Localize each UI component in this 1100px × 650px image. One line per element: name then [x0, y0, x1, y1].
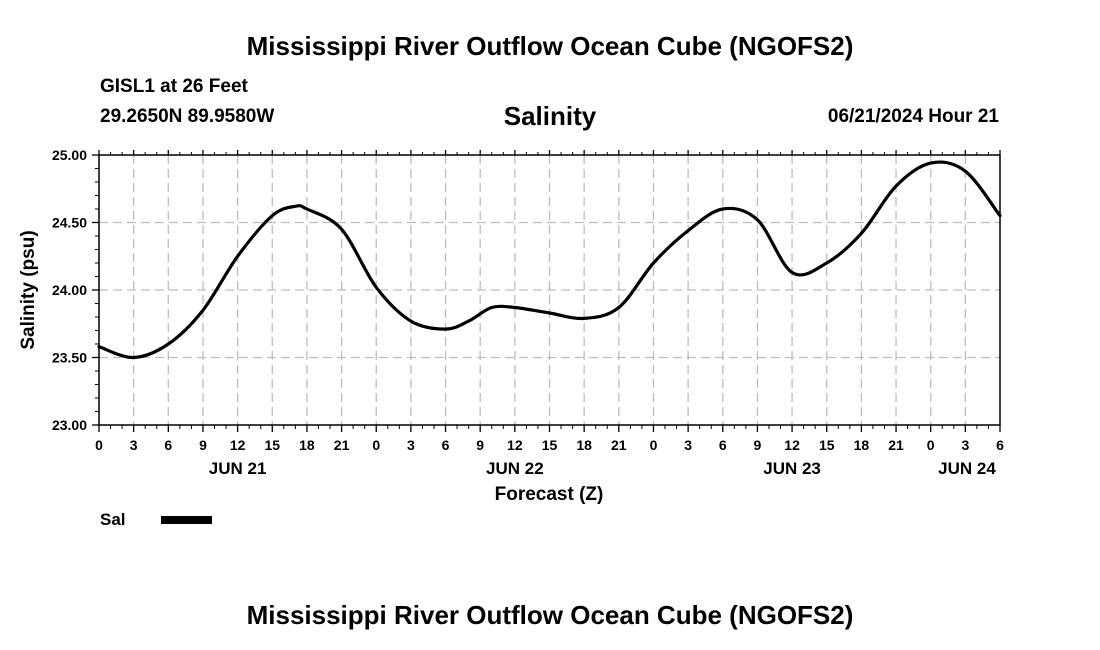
y-tick-label: 24.50 — [52, 215, 87, 231]
y-tick-label: 23.50 — [52, 350, 87, 366]
chart-main-title: Mississippi River Outflow Ocean Cube (NG… — [246, 31, 854, 61]
day-label: JUN 21 — [209, 459, 267, 478]
x-tick-label: 3 — [407, 437, 415, 453]
x-tick-label: 21 — [611, 437, 627, 453]
x-tick-label: 15 — [819, 437, 835, 453]
x-axis-title: Forecast (Z) — [495, 484, 604, 505]
x-tick-label: 0 — [372, 437, 380, 453]
plot-frame — [98, 154, 1001, 426]
legend-swatch — [161, 516, 212, 524]
x-tick-label: 0 — [650, 437, 658, 453]
station-label: GISL1 at 26 Feet — [100, 76, 248, 97]
footer-title: Mississippi River Outflow Ocean Cube (NG… — [246, 600, 854, 630]
y-tick-label: 23.00 — [52, 417, 87, 433]
legend-label: Sal — [100, 510, 126, 529]
y-axis-tick-labels: 23.00 23.50 24.00 24.50 25.00 — [52, 147, 87, 433]
day-label: JUN 22 — [486, 459, 544, 478]
x-tick-label: 0 — [95, 437, 103, 453]
x-tick-label: 6 — [719, 437, 727, 453]
x-tick-label: 12 — [507, 437, 523, 453]
x-tick-label: 9 — [199, 437, 207, 453]
x-tick-label: 18 — [854, 437, 870, 453]
x-tick-label: 3 — [130, 437, 138, 453]
day-label: JUN 23 — [763, 459, 821, 478]
station-coordinates: 29.2650N 89.9580W — [100, 106, 275, 127]
x-tick-label: 6 — [996, 437, 1004, 453]
x-tick-label: 0 — [927, 437, 935, 453]
salinity-series-line — [97, 160, 1002, 360]
y-tick-label: 25.00 — [52, 147, 87, 163]
x-tick-label: 21 — [334, 437, 350, 453]
x-tick-label: 6 — [442, 437, 450, 453]
y-axis-title: Salinity (psu) — [18, 230, 39, 349]
x-tick-label: 3 — [684, 437, 692, 453]
x-tick-label: 6 — [164, 437, 172, 453]
grid-lines — [99, 155, 1000, 425]
x-tick-label: 9 — [754, 437, 762, 453]
x-tick-label: 9 — [476, 437, 484, 453]
x-tick-label: 21 — [888, 437, 904, 453]
x-tick-label: 3 — [961, 437, 969, 453]
x-tick-label: 12 — [784, 437, 800, 453]
axis-ticks — [92, 150, 1001, 432]
x-axis-tick-labels: 0 3 6 9 12 15 18 21 0 3 6 9 12 15 18 21 0 3 6 9 12 15 18 21 0 3 6 — [95, 437, 1004, 453]
x-tick-label: 15 — [264, 437, 280, 453]
x-tick-label: 15 — [542, 437, 558, 453]
x-tick-label: 18 — [299, 437, 315, 453]
x-tick-label: 18 — [576, 437, 592, 453]
forecast-date: 06/21/2024 Hour 21 — [827, 106, 999, 127]
x-tick-label: 12 — [230, 437, 246, 453]
x-axis-day-labels: JUN 21 JUN 22 JUN 23 JUN 24 — [209, 459, 997, 478]
chart-subtitle: Salinity — [503, 101, 597, 131]
y-tick-label: 24.00 — [52, 282, 87, 298]
day-label: JUN 24 — [938, 459, 996, 478]
